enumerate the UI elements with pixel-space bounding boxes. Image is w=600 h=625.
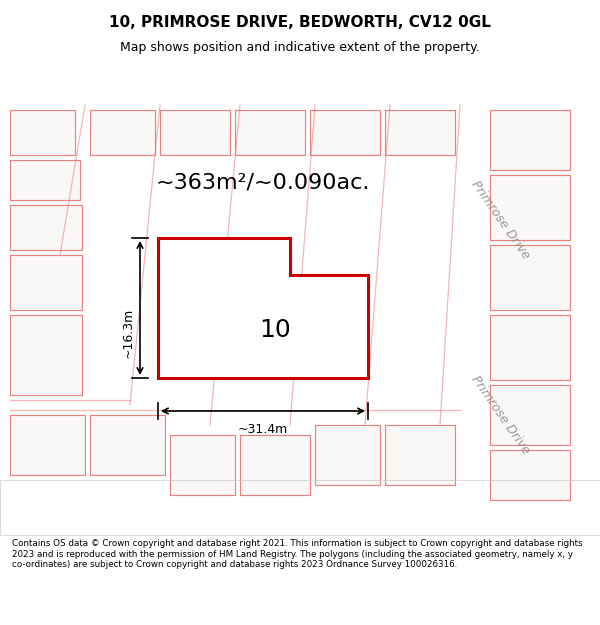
Polygon shape: [385, 110, 455, 155]
Polygon shape: [315, 425, 380, 485]
Text: ~363m²/~0.090ac.: ~363m²/~0.090ac.: [156, 173, 370, 193]
Polygon shape: [235, 110, 305, 155]
Polygon shape: [158, 238, 368, 378]
Text: 10: 10: [259, 318, 291, 342]
Text: Primrose Drive: Primrose Drive: [468, 178, 532, 262]
Polygon shape: [490, 110, 570, 170]
Polygon shape: [490, 245, 570, 310]
Text: Map shows position and indicative extent of the property.: Map shows position and indicative extent…: [120, 41, 480, 54]
Polygon shape: [160, 110, 230, 155]
Polygon shape: [10, 315, 82, 395]
Polygon shape: [240, 435, 310, 495]
Text: ~16.3m: ~16.3m: [121, 308, 134, 358]
Polygon shape: [10, 205, 82, 250]
Polygon shape: [385, 425, 455, 485]
Polygon shape: [490, 315, 570, 380]
Polygon shape: [10, 110, 75, 155]
Text: Contains OS data © Crown copyright and database right 2021. This information is : Contains OS data © Crown copyright and d…: [12, 539, 583, 569]
Text: Primrose Drive: Primrose Drive: [468, 373, 532, 457]
Polygon shape: [10, 255, 82, 310]
Polygon shape: [490, 385, 570, 445]
Text: ~31.4m: ~31.4m: [238, 423, 288, 436]
Polygon shape: [310, 110, 380, 155]
Polygon shape: [490, 175, 570, 240]
Polygon shape: [10, 415, 85, 475]
Polygon shape: [90, 415, 165, 475]
Text: 10, PRIMROSE DRIVE, BEDWORTH, CV12 0GL: 10, PRIMROSE DRIVE, BEDWORTH, CV12 0GL: [109, 16, 491, 31]
Polygon shape: [170, 435, 235, 495]
Polygon shape: [90, 110, 155, 155]
Polygon shape: [10, 160, 80, 200]
Polygon shape: [490, 450, 570, 500]
